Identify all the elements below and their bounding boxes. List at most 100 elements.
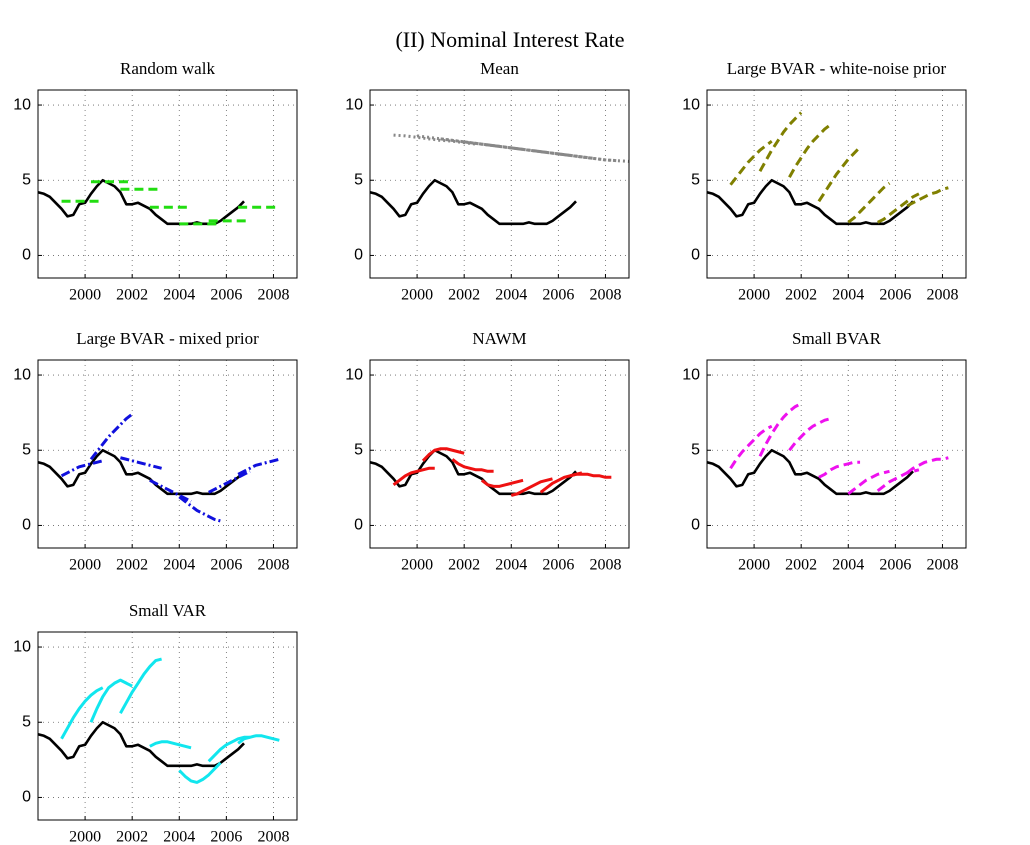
y-tick-label: 0: [22, 517, 31, 534]
y-tick-label: 0: [354, 517, 363, 534]
plot-area: [38, 657, 280, 784]
x-tick-label: 2004: [163, 829, 195, 845]
x-tick-label: 2006: [542, 287, 574, 304]
forecast-line: [876, 468, 920, 493]
actual-line: [707, 178, 914, 226]
forecast-line: [729, 139, 773, 186]
x-tick-label: 2006: [210, 287, 242, 304]
axes-box: [37, 89, 298, 279]
forecast-line: [89, 678, 133, 723]
forecast-line: [818, 460, 861, 479]
figure-title: (II) Nominal Interest Rate: [395, 27, 624, 52]
x-tick-label: 2000: [738, 287, 770, 304]
forecast-line: [511, 146, 594, 160]
y-tick-label: 0: [354, 247, 363, 264]
plot-area: [38, 178, 280, 226]
y-tick-label: 0: [22, 247, 31, 264]
axes-box: [706, 359, 967, 549]
x-tick-label: 2000: [738, 557, 770, 574]
y-tick-label: 5: [354, 441, 363, 458]
subplot-title: Small VAR: [129, 601, 207, 620]
y-tick-label: 5: [691, 441, 700, 458]
forecast-line: [178, 495, 221, 523]
y-tick-label: 5: [22, 171, 31, 188]
subplot-title: NAWM: [472, 329, 526, 348]
forecast-line: [847, 182, 891, 224]
x-tick-label: 2004: [163, 557, 195, 574]
subplot: NAWM 0 5 10 2000 2002 2004 2006 2008: [345, 329, 630, 574]
axes-box: [369, 359, 630, 549]
forecast-line: [89, 412, 134, 461]
subplot-title: Small BVAR: [792, 329, 882, 348]
forecast-line: [237, 457, 280, 476]
x-tick-label: 2008: [257, 557, 289, 574]
forecast-line: [788, 417, 831, 452]
subplot: Mean 0 5 10 2000 2002 2004 2006 2008: [345, 59, 630, 304]
forecast-line: [906, 186, 949, 208]
subplot: Random walk 0 5 10 2000 2002 2004 2006 2008: [13, 59, 298, 304]
actual-line: [38, 448, 245, 496]
forecast-line: [558, 152, 629, 163]
forecast-line: [393, 133, 477, 146]
plot-area: [370, 133, 629, 226]
x-tick-label: 2006: [879, 557, 911, 574]
y-tick-label: 10: [682, 366, 700, 383]
forecast-line: [416, 134, 500, 148]
forecast-line: [463, 140, 547, 154]
y-tick-label: 10: [13, 96, 31, 113]
plot-area: [707, 402, 949, 496]
x-tick-label: 2004: [495, 287, 527, 304]
x-tick-label: 2002: [785, 287, 817, 304]
y-tick-label: 5: [22, 441, 31, 458]
subplot: Small BVAR 0 5 10 2000 2002 2004 2006 2008: [682, 329, 967, 574]
actual-line: [370, 448, 577, 496]
forecast-line: [237, 734, 280, 745]
x-tick-label: 2002: [116, 557, 148, 574]
actual-line: [707, 448, 914, 496]
forecast-line: [451, 458, 494, 473]
x-tick-label: 2008: [257, 829, 289, 845]
forecast-line: [877, 192, 920, 224]
x-tick-label: 2000: [401, 287, 433, 304]
forecast-line: [149, 740, 192, 750]
forecast-line: [729, 424, 773, 470]
forecast-line: [120, 456, 162, 470]
forecast-line: [569, 472, 612, 479]
x-tick-label: 2002: [448, 557, 480, 574]
subplot-title: Large BVAR - mixed prior: [76, 329, 259, 348]
axes-box: [37, 631, 298, 821]
forecast-line: [510, 477, 553, 497]
x-tick-label: 2006: [210, 829, 242, 845]
y-tick-label: 10: [345, 96, 363, 113]
y-tick-label: 5: [354, 171, 363, 188]
subplot-title: Random walk: [120, 59, 215, 78]
forecast-line: [60, 459, 104, 478]
subplot: Large BVAR - white-noise prior 0 5 10 2000 20…: [682, 59, 967, 304]
actual-line: [38, 720, 245, 768]
y-tick-label: 10: [682, 96, 700, 113]
x-tick-label: 2000: [401, 557, 433, 574]
forecast-line: [487, 143, 571, 157]
x-tick-label: 2006: [542, 557, 574, 574]
forecast-line: [758, 111, 803, 172]
axes-box: [37, 359, 298, 549]
forecast-line: [207, 735, 250, 763]
forecast-line: [817, 146, 862, 203]
x-tick-label: 2004: [495, 557, 527, 574]
x-tick-label: 2002: [116, 287, 148, 304]
x-tick-label: 2008: [926, 557, 958, 574]
forecast-line: [149, 478, 192, 503]
axes-box: [369, 89, 630, 279]
forecast-line: [421, 447, 465, 462]
x-tick-label: 2004: [832, 287, 864, 304]
forecast-line: [392, 466, 435, 487]
forecast-line: [60, 686, 104, 740]
subplot: Large BVAR - mixed prior 0 5 10 2000 2002 2004…: [13, 329, 298, 574]
x-tick-label: 2008: [257, 287, 289, 304]
y-tick-label: 10: [13, 638, 31, 655]
subplot-title: Mean: [480, 59, 519, 78]
x-tick-label: 2008: [589, 557, 621, 574]
forecast-line: [906, 456, 949, 474]
